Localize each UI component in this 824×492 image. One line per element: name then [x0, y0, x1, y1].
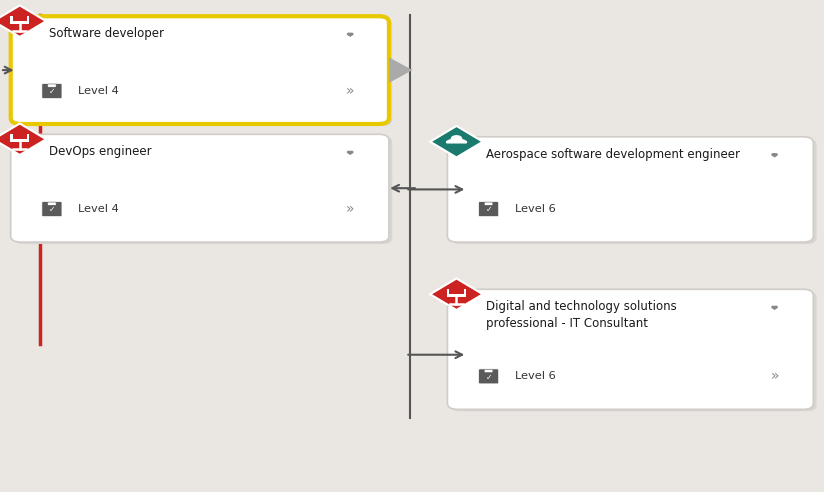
FancyBboxPatch shape	[447, 289, 466, 297]
Polygon shape	[348, 33, 353, 36]
Text: ✓: ✓	[49, 87, 55, 96]
Text: Level 4: Level 4	[78, 204, 119, 214]
FancyBboxPatch shape	[451, 291, 817, 411]
FancyBboxPatch shape	[485, 202, 493, 205]
FancyBboxPatch shape	[479, 369, 499, 384]
Text: Level 4: Level 4	[78, 86, 119, 96]
Text: DevOps engineer: DevOps engineer	[49, 145, 152, 158]
FancyBboxPatch shape	[449, 289, 464, 294]
Text: ✓: ✓	[485, 372, 492, 381]
FancyBboxPatch shape	[479, 202, 499, 216]
Circle shape	[451, 135, 462, 142]
Text: »: »	[346, 202, 354, 216]
Text: Level 6: Level 6	[515, 371, 555, 381]
FancyBboxPatch shape	[10, 16, 30, 24]
Polygon shape	[430, 278, 483, 310]
Polygon shape	[430, 126, 483, 157]
Polygon shape	[772, 307, 777, 309]
Polygon shape	[0, 123, 46, 155]
FancyBboxPatch shape	[12, 16, 27, 21]
FancyBboxPatch shape	[10, 134, 30, 142]
Polygon shape	[0, 5, 46, 37]
FancyBboxPatch shape	[42, 202, 62, 216]
FancyBboxPatch shape	[447, 137, 813, 242]
Polygon shape	[447, 139, 466, 143]
Polygon shape	[389, 57, 413, 83]
Polygon shape	[772, 154, 777, 156]
FancyBboxPatch shape	[48, 84, 56, 87]
FancyBboxPatch shape	[14, 136, 392, 244]
Polygon shape	[348, 152, 353, 154]
FancyBboxPatch shape	[451, 139, 817, 244]
FancyBboxPatch shape	[11, 134, 389, 242]
Text: »: »	[346, 84, 354, 98]
FancyBboxPatch shape	[48, 202, 56, 205]
Text: ✓: ✓	[485, 205, 492, 214]
FancyBboxPatch shape	[447, 289, 813, 409]
FancyBboxPatch shape	[14, 18, 392, 126]
Text: »: »	[770, 369, 779, 383]
Text: Level 6: Level 6	[515, 204, 555, 214]
Text: Software developer: Software developer	[49, 27, 165, 40]
FancyBboxPatch shape	[42, 84, 62, 98]
Text: Aerospace software development engineer: Aerospace software development engineer	[486, 148, 740, 160]
FancyBboxPatch shape	[12, 134, 27, 139]
Text: ✓: ✓	[49, 205, 55, 214]
FancyBboxPatch shape	[485, 369, 493, 372]
FancyBboxPatch shape	[11, 16, 389, 124]
Text: Digital and technology solutions
professional - IT Consultant: Digital and technology solutions profess…	[486, 300, 677, 330]
